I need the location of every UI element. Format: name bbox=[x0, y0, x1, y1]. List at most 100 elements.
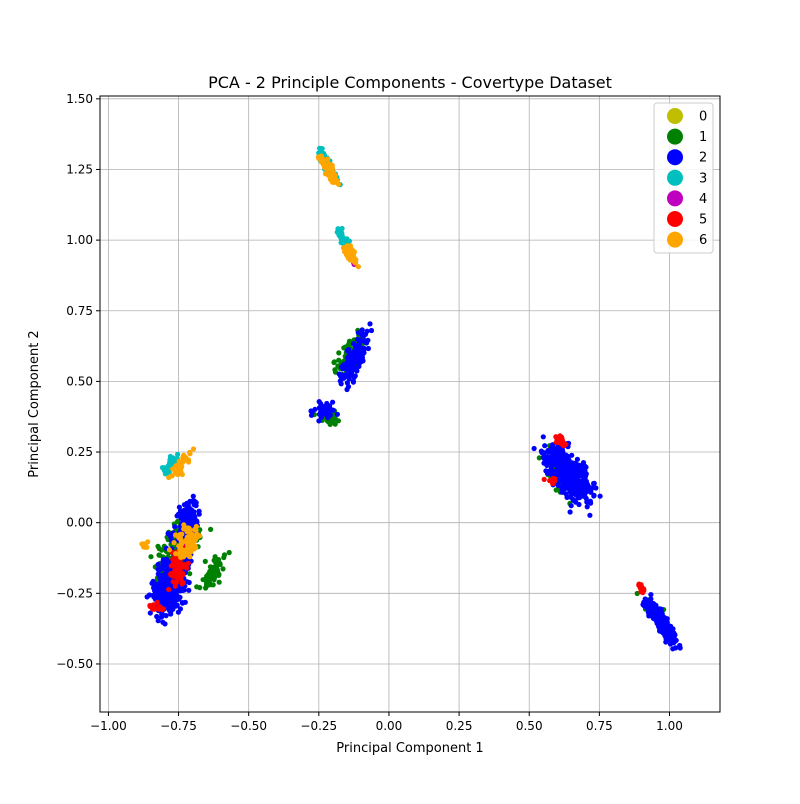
data-point-class-1 bbox=[226, 549, 232, 556]
data-point-class-3 bbox=[166, 469, 172, 475]
data-point-class-2 bbox=[544, 462, 550, 468]
data-point-class-1 bbox=[332, 367, 338, 373]
data-point-class-2 bbox=[160, 573, 166, 580]
data-point-class-6 bbox=[181, 522, 187, 528]
data-point-class-6 bbox=[344, 243, 350, 249]
data-point-class-2 bbox=[149, 580, 155, 586]
data-point-class-1 bbox=[217, 561, 223, 568]
data-point-class-2 bbox=[593, 485, 599, 491]
data-point-class-2 bbox=[644, 598, 650, 604]
data-point-class-2 bbox=[186, 587, 192, 593]
x-axis-label: Principal Component 1 bbox=[336, 741, 483, 756]
x-tick-label: 1.00 bbox=[656, 719, 683, 733]
data-point-class-6 bbox=[166, 474, 172, 481]
data-point-class-2 bbox=[344, 362, 350, 369]
data-point-class-2 bbox=[359, 332, 365, 338]
data-point-class-2 bbox=[579, 489, 586, 495]
data-point-class-6 bbox=[352, 260, 358, 266]
data-point-class-5 bbox=[555, 435, 561, 441]
data-point-class-2 bbox=[316, 399, 322, 405]
data-point-class-2 bbox=[548, 464, 554, 470]
data-point-class-6 bbox=[173, 469, 179, 475]
y-tick-label: 1.50 bbox=[66, 92, 93, 106]
data-point-class-3 bbox=[175, 451, 181, 457]
data-point-class-2 bbox=[309, 409, 316, 415]
data-point-class-6 bbox=[346, 251, 352, 257]
data-point-class-2 bbox=[345, 347, 351, 353]
data-point-class-2 bbox=[365, 337, 371, 343]
data-point-class-1 bbox=[211, 572, 217, 578]
data-point-class-5 bbox=[174, 565, 180, 571]
data-point-class-1 bbox=[208, 526, 214, 533]
data-point-class-2 bbox=[550, 455, 556, 461]
data-point-class-6 bbox=[349, 255, 355, 262]
data-point-class-2 bbox=[339, 364, 345, 370]
legend-label-6: 6 bbox=[699, 233, 707, 248]
data-point-class-6 bbox=[189, 531, 195, 537]
data-point-class-2 bbox=[175, 511, 182, 517]
data-point-class-2 bbox=[191, 500, 197, 506]
data-point-class-6 bbox=[142, 542, 148, 548]
data-point-class-3 bbox=[338, 233, 344, 239]
data-point-class-2 bbox=[338, 373, 344, 379]
data-point-class-2 bbox=[185, 502, 191, 508]
data-point-class-2 bbox=[346, 376, 352, 382]
chart-title: PCA - 2 Principle Components - Covertype… bbox=[208, 73, 612, 92]
data-point-class-1 bbox=[336, 350, 342, 356]
data-point-class-5 bbox=[541, 476, 547, 482]
data-point-class-6 bbox=[345, 255, 351, 261]
data-point-class-2 bbox=[160, 619, 166, 625]
y-tick-label: −0.50 bbox=[56, 657, 93, 671]
data-point-class-6 bbox=[185, 546, 191, 552]
data-point-class-1 bbox=[209, 564, 216, 571]
data-point-class-6 bbox=[177, 535, 183, 541]
data-point-class-2 bbox=[186, 507, 192, 513]
data-point-class-2 bbox=[158, 614, 165, 620]
data-point-class-2 bbox=[572, 460, 579, 466]
data-point-class-5 bbox=[168, 563, 174, 569]
data-point-class-6 bbox=[183, 455, 189, 461]
data-point-class-2 bbox=[178, 515, 184, 521]
data-point-class-2 bbox=[160, 557, 166, 563]
data-point-class-3 bbox=[319, 146, 325, 152]
data-point-class-1 bbox=[157, 552, 163, 558]
data-point-class-5 bbox=[154, 599, 160, 606]
data-point-class-1 bbox=[216, 579, 222, 585]
legend-marker-6 bbox=[667, 231, 683, 248]
legend-label-2: 2 bbox=[699, 151, 707, 166]
data-point-class-2 bbox=[540, 434, 546, 440]
data-point-class-2 bbox=[190, 493, 196, 499]
data-point-class-2 bbox=[329, 407, 335, 413]
data-point-class-2 bbox=[566, 480, 572, 487]
data-point-class-2 bbox=[576, 480, 582, 486]
data-point-class-2 bbox=[196, 511, 202, 517]
data-point-class-6 bbox=[179, 539, 185, 545]
data-point-class-2 bbox=[584, 504, 590, 510]
data-point-class-2 bbox=[349, 372, 355, 378]
data-point-class-1 bbox=[159, 547, 165, 553]
data-point-class-2 bbox=[163, 613, 169, 619]
data-point-class-2 bbox=[358, 345, 364, 351]
data-point-class-2 bbox=[172, 524, 178, 530]
data-point-class-1 bbox=[187, 571, 193, 577]
data-point-class-5 bbox=[173, 555, 179, 561]
data-point-class-2 bbox=[550, 444, 556, 450]
data-point-class-2 bbox=[584, 499, 590, 505]
y-tick-label: −0.25 bbox=[56, 586, 93, 600]
data-point-class-2 bbox=[567, 509, 573, 515]
data-point-class-2 bbox=[597, 493, 603, 499]
data-point-class-2 bbox=[548, 469, 554, 475]
data-point-class-1 bbox=[346, 341, 352, 347]
y-tick-label: 0.00 bbox=[66, 516, 93, 530]
data-point-class-2 bbox=[187, 520, 193, 527]
x-tick-label: −0.75 bbox=[160, 719, 197, 733]
data-point-class-2 bbox=[573, 487, 579, 493]
data-point-class-2 bbox=[155, 618, 161, 624]
data-point-class-5 bbox=[151, 606, 158, 612]
data-point-class-2 bbox=[334, 411, 340, 417]
data-point-class-3 bbox=[159, 465, 166, 471]
data-point-class-2 bbox=[658, 610, 664, 616]
data-point-class-2 bbox=[648, 596, 654, 602]
data-point-class-2 bbox=[316, 405, 322, 411]
